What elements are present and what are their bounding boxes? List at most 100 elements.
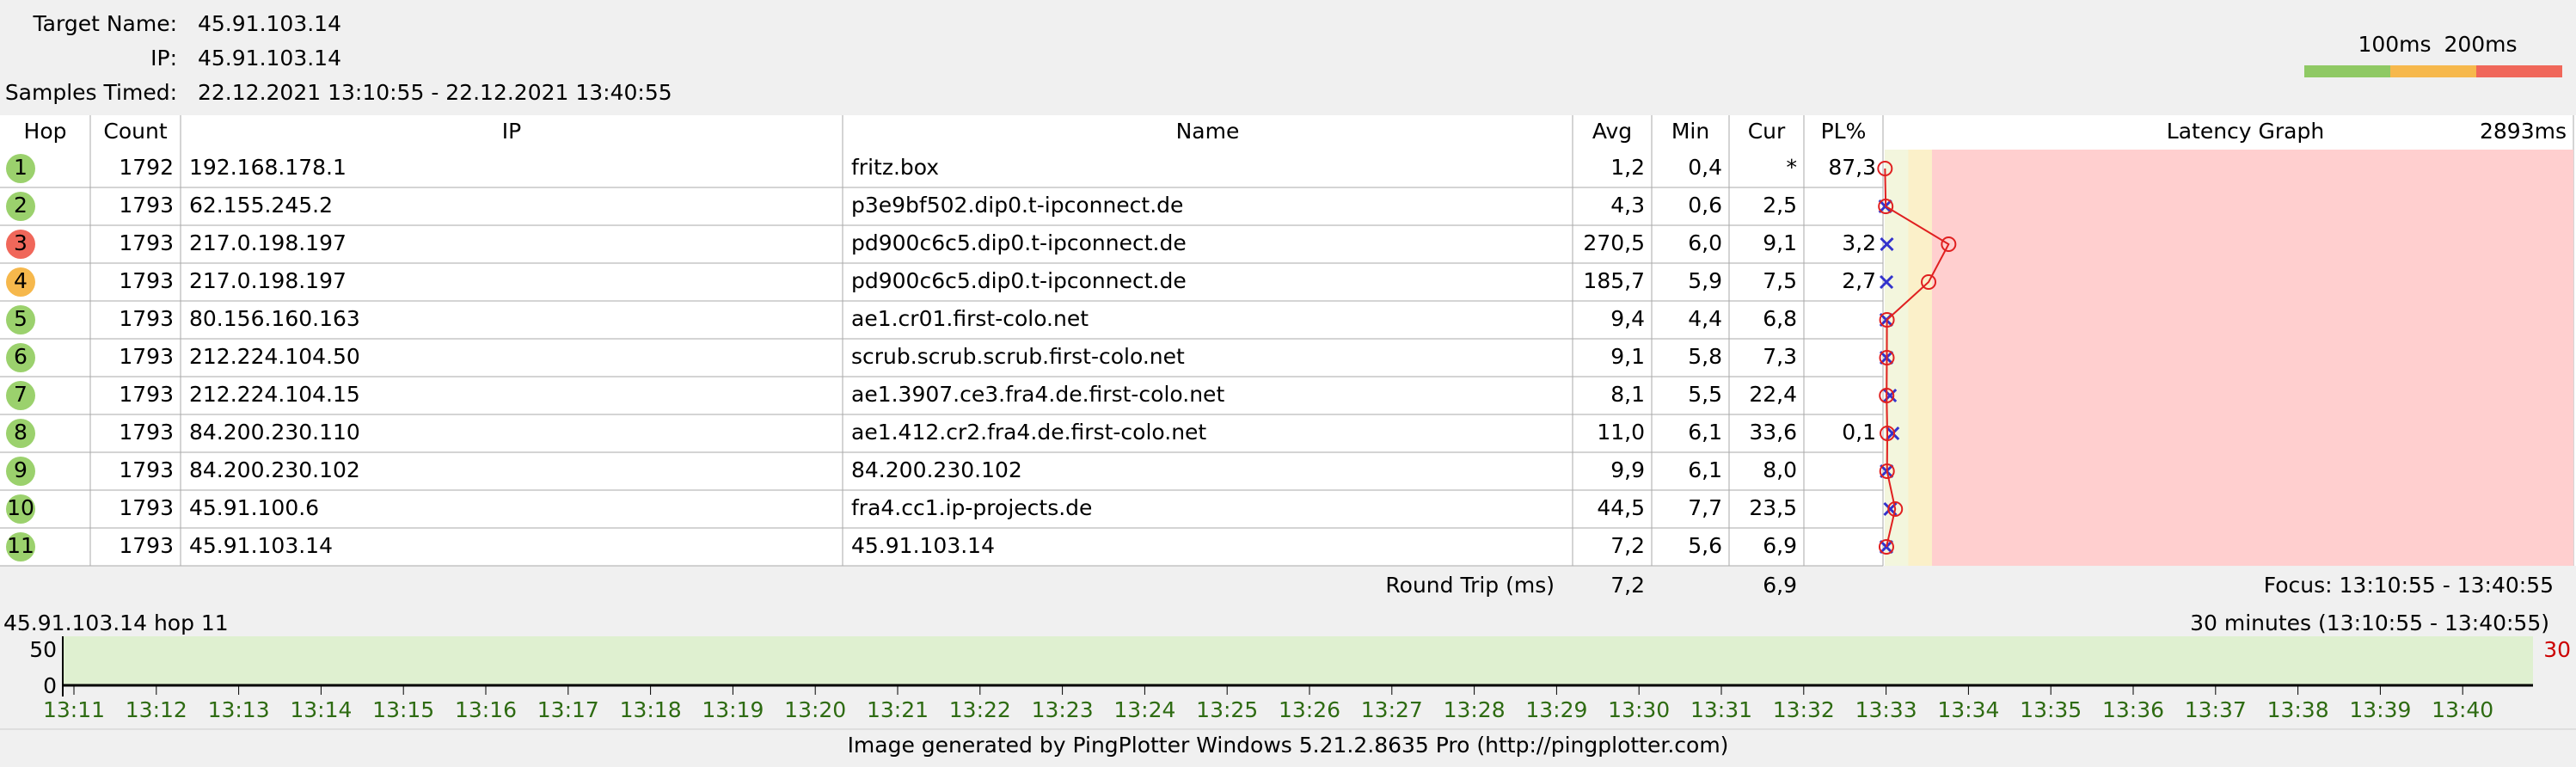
history-title: 45.91.103.14 hop 11 — [3, 611, 229, 635]
avg-line — [1884, 168, 1950, 548]
count: 1793 — [119, 230, 174, 255]
hop-badge — [6, 343, 35, 372]
count: 1793 — [119, 382, 174, 407]
avg-mark — [1877, 161, 1893, 176]
footer-bg — [0, 729, 2576, 764]
min: 6,1 — [1688, 457, 1722, 482]
time-label: 13:21 — [867, 697, 929, 722]
column-header: Cur — [1748, 119, 1786, 144]
hop: 9 — [14, 457, 28, 482]
column-header: Hop — [24, 119, 67, 144]
hop: 8 — [14, 420, 28, 445]
footer: Image generated by PingPlotter Windows 5… — [848, 733, 1729, 758]
min: 5,9 — [1688, 268, 1722, 293]
hop-badge — [6, 494, 35, 524]
ip: 84.200.230.102 — [189, 457, 360, 482]
time-label: 13:12 — [126, 697, 187, 722]
time-label: 13:35 — [2020, 697, 2082, 722]
time-label: 13:16 — [455, 697, 517, 722]
time-label: 13:34 — [1937, 697, 1999, 722]
min: 4,4 — [1688, 306, 1722, 331]
cur-mark — [1879, 274, 1894, 290]
count: 1793 — [119, 420, 174, 445]
time-label: 13:23 — [1032, 697, 1094, 722]
time-label: 13:30 — [1608, 697, 1670, 722]
y-label: 0 — [43, 673, 57, 698]
time-label: 13:17 — [537, 697, 599, 722]
count: 1793 — [119, 344, 174, 369]
count: 1793 — [119, 193, 174, 218]
header-bg — [0, 115, 2576, 150]
cur: 7,3 — [1763, 344, 1797, 369]
round-trip-label: Round Trip (ms) — [1385, 573, 1555, 598]
cur: 22,4 — [1749, 382, 1797, 407]
name: ae1.cr01.first-colo.net — [851, 306, 1089, 331]
round-trip-avg: 7,2 — [1610, 573, 1645, 598]
time-label: 13:40 — [2432, 697, 2493, 722]
avg-mark — [1941, 236, 1957, 252]
avg-mark — [1921, 274, 1937, 290]
time-label: 13:39 — [2349, 697, 2411, 722]
min: 5,8 — [1688, 344, 1722, 369]
hop: 1 — [14, 155, 28, 180]
legend-swatch — [2476, 65, 2562, 77]
avg: 270,5 — [1583, 230, 1645, 255]
hop-badge — [6, 230, 35, 259]
time-label: 13:26 — [1279, 697, 1340, 722]
time-label: 13:25 — [1196, 697, 1258, 722]
avg-mark — [1879, 350, 1895, 365]
cur: 2,5 — [1763, 193, 1797, 218]
label: Target Name: — [33, 11, 177, 36]
pl: 2,7 — [1842, 268, 1876, 293]
ip: 45.91.100.6 — [189, 495, 319, 520]
cur-mark — [1880, 236, 1894, 252]
name: ae1.412.cr2.fra4.de.first-colo.net — [851, 420, 1206, 445]
time-label: 13:29 — [1525, 697, 1587, 722]
hop-badge — [6, 457, 35, 486]
name: ae1.3907.ce3.fra4.de.first-colo.net — [851, 382, 1224, 407]
hop: 4 — [14, 268, 28, 293]
count: 1792 — [119, 155, 174, 180]
name: 45.91.103.14 — [851, 533, 995, 558]
graph-yellow — [1908, 150, 1932, 566]
name: pd900c6c5.dip0.t-ipconnect.de — [851, 268, 1187, 293]
pl: 0,1 — [1842, 420, 1876, 445]
ip: 192.168.178.1 — [189, 155, 347, 180]
hop: 11 — [7, 533, 34, 558]
time-label: 13:15 — [372, 697, 434, 722]
ip: 217.0.198.197 — [189, 268, 347, 293]
name: scrub.scrub.scrub.first-colo.net — [851, 344, 1185, 369]
avg: 11,0 — [1597, 420, 1645, 445]
time-label: 13:18 — [620, 697, 682, 722]
graph-green — [1885, 150, 1909, 566]
avg: 8,1 — [1610, 382, 1645, 407]
time-label: 13:13 — [208, 697, 270, 722]
name: 84.200.230.102 — [851, 457, 1022, 482]
count: 1793 — [119, 533, 174, 558]
avg-mark — [1879, 463, 1895, 479]
time-label: 13:32 — [1773, 697, 1835, 722]
time-label: 13:28 — [1444, 697, 1506, 722]
hop-badge — [6, 267, 35, 297]
cur: 6,8 — [1763, 306, 1797, 331]
hop: 2 — [14, 193, 28, 218]
time-label: 13:24 — [1113, 697, 1175, 722]
hop-badge — [6, 154, 35, 183]
cur: 33,6 — [1749, 420, 1797, 445]
ip: 45.91.103.14 — [189, 533, 333, 558]
column-header: PL% — [1821, 119, 1867, 144]
history-range: 30 minutes (13:10:55 - 13:40:55) — [2190, 611, 2549, 635]
ip: 212.224.104.15 — [189, 382, 360, 407]
avg-mark — [1879, 312, 1895, 328]
hop: 6 — [14, 344, 28, 369]
count: 1793 — [119, 268, 174, 293]
hop-badge — [6, 419, 35, 448]
ip: 80.156.160.163 — [189, 306, 360, 331]
cur: 6,9 — [1763, 533, 1797, 558]
graph-max: 2893ms — [2480, 119, 2567, 144]
legend-swatch — [2390, 65, 2476, 77]
legend-swatch — [2304, 65, 2390, 77]
min: 5,6 — [1688, 533, 1722, 558]
